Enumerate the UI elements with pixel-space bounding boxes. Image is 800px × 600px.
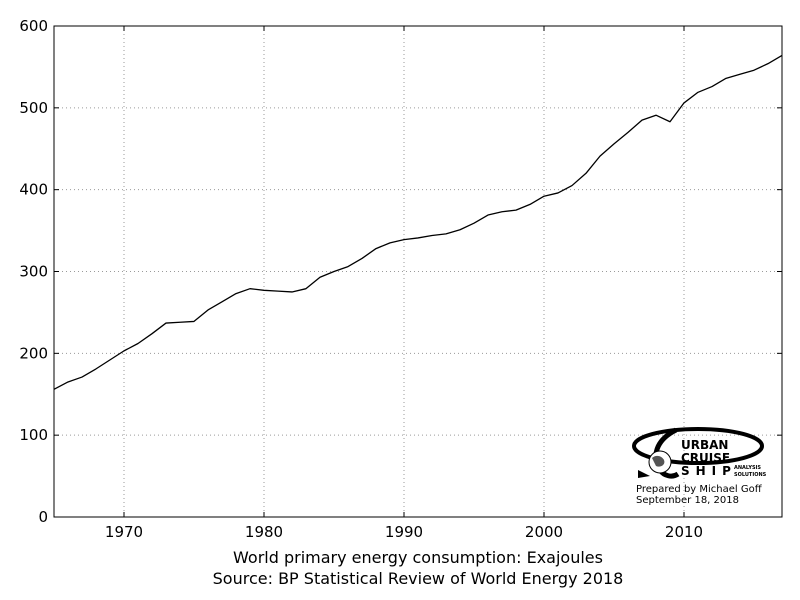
logo-line-1: URBAN	[681, 438, 728, 452]
x-tick-label: 2000	[525, 523, 563, 541]
y-tick-label: 400	[19, 181, 48, 199]
logo-line-3: SHIP	[681, 464, 737, 478]
y-tick-label: 100	[19, 426, 48, 444]
axis-ticks: 0 100 200 300 400 500 600 1970 1980 1990 2000 2010	[19, 17, 782, 541]
source-caption: Source: BP Statistical Review of World E…	[213, 569, 624, 588]
logo-tagline-1: ANALYSIS	[734, 465, 761, 471]
y-tick-label: 600	[19, 17, 48, 35]
logo-globe-land	[652, 455, 665, 467]
logo-tagline-2: SOLUTIONS	[734, 472, 767, 478]
y-tick-label: 0	[38, 508, 48, 526]
y-tick-label: 300	[19, 263, 48, 281]
logo-ring	[632, 427, 764, 465]
x-tick-label: 1970	[105, 523, 143, 541]
x-tick-label: 1980	[245, 523, 283, 541]
logo-ship-mark	[638, 470, 650, 478]
data-series	[53, 54, 783, 390]
energy-consumption-line	[53, 54, 783, 390]
y-tick-label: 500	[19, 99, 48, 117]
logo-line-2: CRUISE	[681, 451, 730, 465]
x-tick-label: 2010	[665, 523, 703, 541]
x-tick-label: 1990	[385, 523, 423, 541]
x-axis-label: World primary energy consumption: Exajou…	[233, 548, 603, 567]
credit-date: September 18, 2018	[636, 495, 739, 506]
credit-prepared-by: Prepared by Michael Goff	[636, 484, 763, 495]
y-tick-label: 200	[19, 344, 48, 362]
urban-cruise-ship-logo: URBAN CRUISE SHIP ANALYSIS SOLUTIONS	[632, 427, 767, 479]
gridlines	[54, 26, 782, 517]
